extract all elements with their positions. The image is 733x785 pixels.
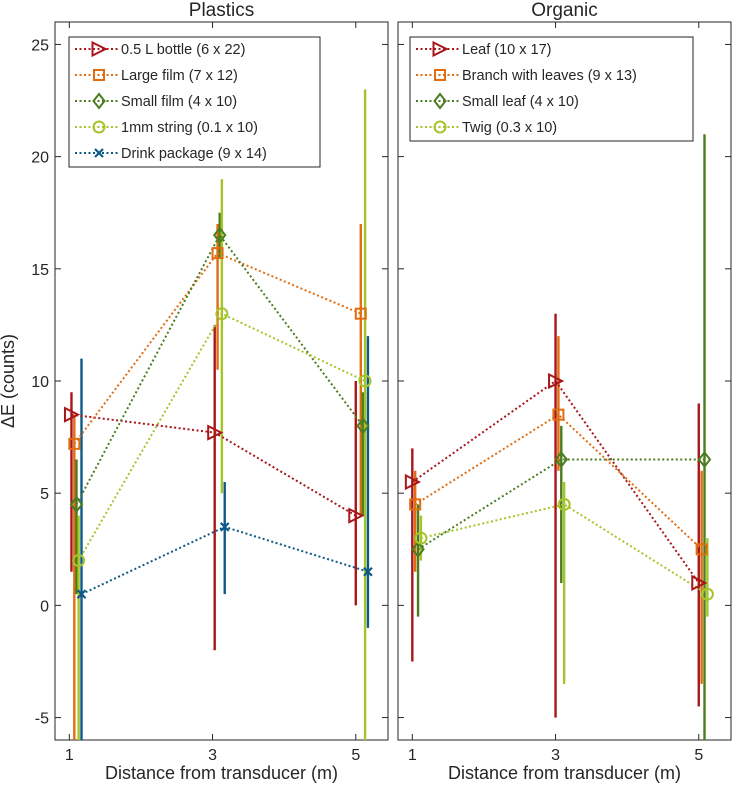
series-line <box>73 251 362 445</box>
legend-label: 0.5 L bottle (6 x 22) <box>121 42 245 58</box>
legend-marker <box>94 148 104 158</box>
y-tick-label: 10 <box>31 374 49 391</box>
series-markers <box>63 226 373 599</box>
data-point <box>414 531 428 545</box>
x-tick-label: 1 <box>65 747 74 764</box>
chart-title: Organic <box>531 0 598 21</box>
series-markers <box>404 372 714 601</box>
data-point <box>348 507 365 524</box>
legend-label: Drink package (9 x 14) <box>121 146 267 162</box>
data-point <box>691 574 708 592</box>
data-point <box>697 450 712 469</box>
x-axis: 1 3 5 <box>65 22 360 764</box>
data-point <box>411 540 425 558</box>
x-axis: 1 3 5 <box>408 22 703 764</box>
legend-marker <box>432 40 449 58</box>
x-axis-label: Distance from transducer (m) <box>448 763 681 783</box>
x-axis-label: Distance from transducer (m) <box>105 763 338 783</box>
legend-label: Twig (0.3 x 10) <box>462 120 557 136</box>
data-point <box>215 307 229 321</box>
data-point <box>207 424 224 441</box>
legend-label: Leaf (10 x 17) <box>462 42 551 58</box>
x-tick-label: 3 <box>551 747 560 764</box>
data-point <box>219 522 230 532</box>
x-tick-label: 1 <box>408 747 417 764</box>
legend-marker <box>433 92 447 110</box>
y-axis <box>398 43 731 719</box>
y-tick-label: 20 <box>31 150 49 167</box>
y-tick-label: 5 <box>40 486 49 503</box>
data-point <box>69 495 84 514</box>
legend-marker <box>92 120 106 134</box>
chart-title: Plastics <box>189 0 254 21</box>
data-point <box>695 543 708 556</box>
data-point <box>554 450 569 469</box>
data-point <box>72 554 86 567</box>
legend-label: 1mm string (0.1 x 10) <box>121 120 258 136</box>
x-tick-label: 3 <box>208 747 217 764</box>
legend: 0.5 L bottle (6 x 22) Large film (7 x 12)… <box>68 36 321 168</box>
legend-marker <box>433 120 447 134</box>
legend-label: Branch with leaves (9 x 13) <box>462 68 637 84</box>
data-point <box>700 587 714 601</box>
legend-box <box>409 36 694 142</box>
data-point <box>363 566 373 577</box>
legend: Leaf (10 x 17) Branch with leaves (9 x 13… <box>409 36 694 142</box>
legend-box <box>68 36 321 168</box>
x-tick-label: 5 <box>351 747 360 764</box>
data-point <box>358 374 372 388</box>
panel-plastics: -5 0 5 10 15 20 25 1 3 5 0.5 L bottle (6 x 22) La… <box>0 0 389 783</box>
data-point <box>76 589 87 599</box>
data-point <box>211 247 224 260</box>
y-tick-label: 25 <box>31 37 49 54</box>
legend-marker <box>434 69 446 81</box>
y-tick-label: 15 <box>31 262 49 279</box>
series-line <box>71 413 357 517</box>
legend-marker <box>93 69 105 81</box>
series-line <box>77 312 366 562</box>
data-point <box>212 226 227 244</box>
data-point <box>354 307 367 320</box>
legend-label: Large film (7 x 12) <box>121 68 238 84</box>
data-point <box>404 473 422 491</box>
y-axis: -5 0 5 10 15 20 25 <box>31 37 388 728</box>
legend-label: Small leaf (4 x 10) <box>462 94 579 110</box>
x-tick-label: 5 <box>694 747 703 764</box>
data-point <box>548 372 565 390</box>
data-point <box>356 417 370 435</box>
data-point <box>409 498 422 511</box>
panel-organic: 1 3 5 Leaf (10 x 17) Branch with leaves (9 … <box>397 0 732 783</box>
y-tick-label: 0 <box>40 598 49 615</box>
series-line <box>75 233 364 505</box>
data-point <box>552 408 565 421</box>
y-tick-label: -5 <box>35 711 49 728</box>
legend-marker <box>91 40 108 58</box>
data-point <box>557 497 571 511</box>
data-point <box>68 437 81 450</box>
y-axis-label: ΔE (counts) <box>0 334 18 428</box>
data-point <box>63 406 81 423</box>
legend-label: Small film (4 x 10) <box>121 94 237 110</box>
legend-marker <box>92 92 106 110</box>
